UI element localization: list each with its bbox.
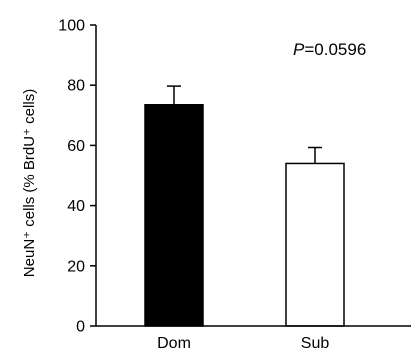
bar-dom [144, 104, 204, 327]
bar-sub [285, 162, 345, 327]
x-tick-label-sub: Sub [301, 335, 330, 352]
y-tick-label-40: 40 [67, 198, 85, 215]
y-tick-label-20: 20 [67, 258, 85, 275]
bars-layer [144, 85, 345, 327]
p-value-annotation: P=0.0596 [293, 40, 366, 59]
y-tick-label-60: 60 [67, 138, 85, 155]
p-value-italic: P [293, 40, 305, 59]
y-tick-label-0: 0 [76, 319, 85, 336]
y-tick-label-100: 100 [58, 18, 85, 35]
labels-layer: 0 20 40 60 80 100 Dom Sub [58, 18, 329, 353]
x-tick-label-dom: Dom [157, 335, 191, 352]
axes-layer [90, 24, 411, 327]
y-axis-label: NeuN⁺ cells (% BrdU⁺ cells) [21, 89, 38, 277]
p-value-text: =0.0596 [304, 40, 366, 59]
y-tick-label-80: 80 [67, 78, 85, 95]
